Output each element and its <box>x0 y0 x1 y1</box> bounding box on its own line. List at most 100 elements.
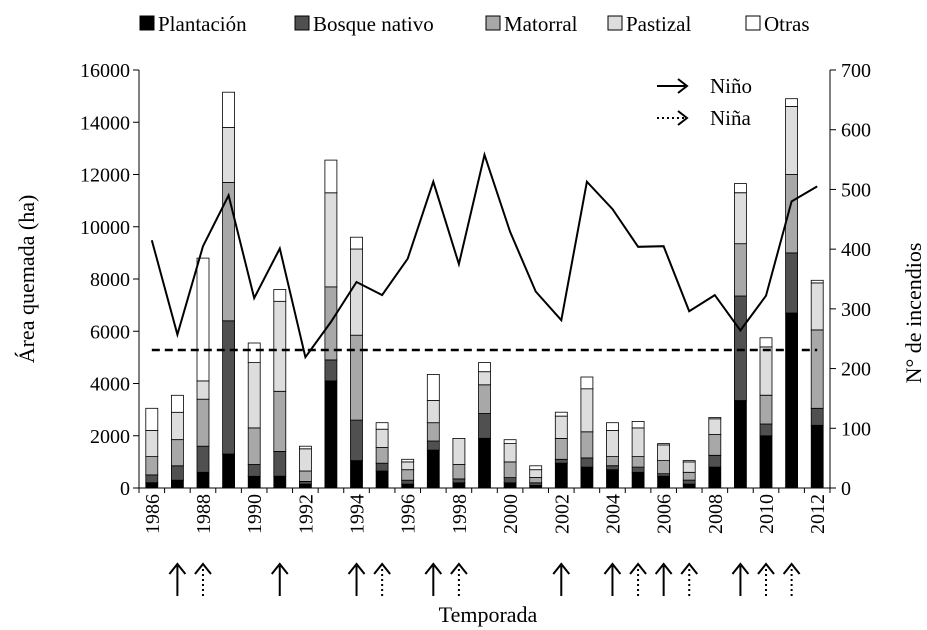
bar-segment <box>708 418 722 435</box>
bar-segment <box>247 427 261 465</box>
arrow-head <box>168 562 187 575</box>
bar-segment <box>708 433 722 456</box>
bar-segment <box>708 417 722 420</box>
y-axis-label: Área quemada (ha) <box>14 195 39 364</box>
y-tick-label: 0 <box>120 478 130 500</box>
legend: Plantación Bosque nativo Matorral Pastizal O… <box>139 12 810 36</box>
bar-segment <box>350 419 363 462</box>
legend-swatch <box>745 15 761 31</box>
bar-segment <box>734 183 747 194</box>
nina-arrow <box>629 562 647 596</box>
bar-segment <box>785 252 798 314</box>
bar-segment <box>554 462 568 489</box>
bar-segment <box>170 479 184 489</box>
x-tick-label: 1990 <box>244 494 266 534</box>
bar-segment <box>273 390 287 452</box>
bar-segment <box>222 453 236 489</box>
y2-tick-label: 100 <box>841 418 871 440</box>
bar-segment <box>657 443 670 446</box>
bar-segment <box>273 475 287 489</box>
bar-segment <box>606 422 619 431</box>
bar-segment <box>682 479 696 485</box>
legend-label: Pastizal <box>626 12 691 36</box>
bar-segment <box>401 479 415 485</box>
arrow-head <box>654 562 673 575</box>
bar-segment <box>196 398 210 447</box>
bar-segment <box>298 470 312 482</box>
bar-segment <box>631 466 645 473</box>
bar-segment <box>452 464 466 480</box>
bar-segment <box>580 376 594 390</box>
x-tick-label: 1996 <box>398 494 420 534</box>
bar-segment <box>606 465 619 471</box>
bars <box>145 91 824 489</box>
arrow-head <box>373 562 391 575</box>
fires-line <box>150 151 818 360</box>
nina-arrow <box>373 562 391 596</box>
arrow-head <box>347 562 366 575</box>
bar-segment <box>375 422 389 430</box>
y2-tick-label: 500 <box>841 179 871 201</box>
bar-segment <box>170 465 184 481</box>
bar-segment <box>478 413 491 439</box>
arrow-head <box>603 562 622 575</box>
y2-tick-label: 400 <box>841 239 871 261</box>
bar-segment <box>196 257 210 382</box>
bar-segment <box>810 282 824 331</box>
bar-segment <box>375 428 389 448</box>
bar-segment <box>145 407 159 431</box>
bar-segment <box>734 192 747 245</box>
bar-segment <box>810 407 824 426</box>
x-axis-label: Temporada <box>439 602 538 627</box>
y2-tick-label: 300 <box>841 299 871 321</box>
y2-tick-label: 0 <box>841 478 851 500</box>
arrow-head <box>424 562 443 575</box>
bar-segment <box>350 248 363 336</box>
bar-segment <box>478 362 491 373</box>
arrow-head <box>450 562 468 575</box>
bar-segment <box>170 411 184 441</box>
y2-tick-label: 600 <box>841 120 871 142</box>
y-tick-label: 8000 <box>90 269 130 291</box>
bar-segment <box>631 456 645 468</box>
bar-segment <box>580 466 594 489</box>
x-tick-label: 2012 <box>807 494 829 534</box>
legend-swatch <box>607 15 623 31</box>
bar-segment <box>759 423 773 437</box>
x-tick-label: 1994 <box>347 494 369 534</box>
nino-legend-arrow <box>657 78 689 94</box>
bar-segment <box>247 464 261 477</box>
bar-segment <box>350 334 363 421</box>
arrow-head <box>677 110 689 126</box>
bar-segment <box>478 371 491 386</box>
bar-segment <box>529 465 543 471</box>
bar-segment <box>401 483 415 489</box>
axes: 0 2000 4000 6000 8000 10000 12000 14000 16000 0 10… <box>80 60 871 534</box>
bar-segment <box>426 440 440 451</box>
bar-segment <box>145 456 159 476</box>
bar-segment <box>324 380 338 489</box>
bar-segment <box>580 431 594 459</box>
bar-segment <box>503 439 517 445</box>
bar-segment <box>452 482 466 489</box>
bar-segment <box>273 300 287 392</box>
bar-segment <box>196 471 210 489</box>
bar-segment <box>247 475 261 489</box>
bar-segment <box>529 477 543 484</box>
bar-segment <box>734 243 747 297</box>
bar-segment <box>759 435 773 489</box>
bar-segment <box>708 466 722 489</box>
bar-segment <box>375 447 389 464</box>
y-tick-label: 14000 <box>80 112 130 134</box>
bar-segment <box>503 477 517 484</box>
x-tick-label: 1988 <box>193 494 215 534</box>
bar-segment <box>657 475 670 489</box>
nino-arrow <box>168 562 187 596</box>
y-tick-label: 16000 <box>80 60 130 82</box>
arrow-head <box>629 562 647 575</box>
bar-segment <box>631 427 645 457</box>
nina-legend-label: Niña <box>710 106 752 130</box>
nino-arrow <box>424 562 443 596</box>
bar-segment <box>606 456 619 467</box>
nina-arrow <box>194 562 212 596</box>
